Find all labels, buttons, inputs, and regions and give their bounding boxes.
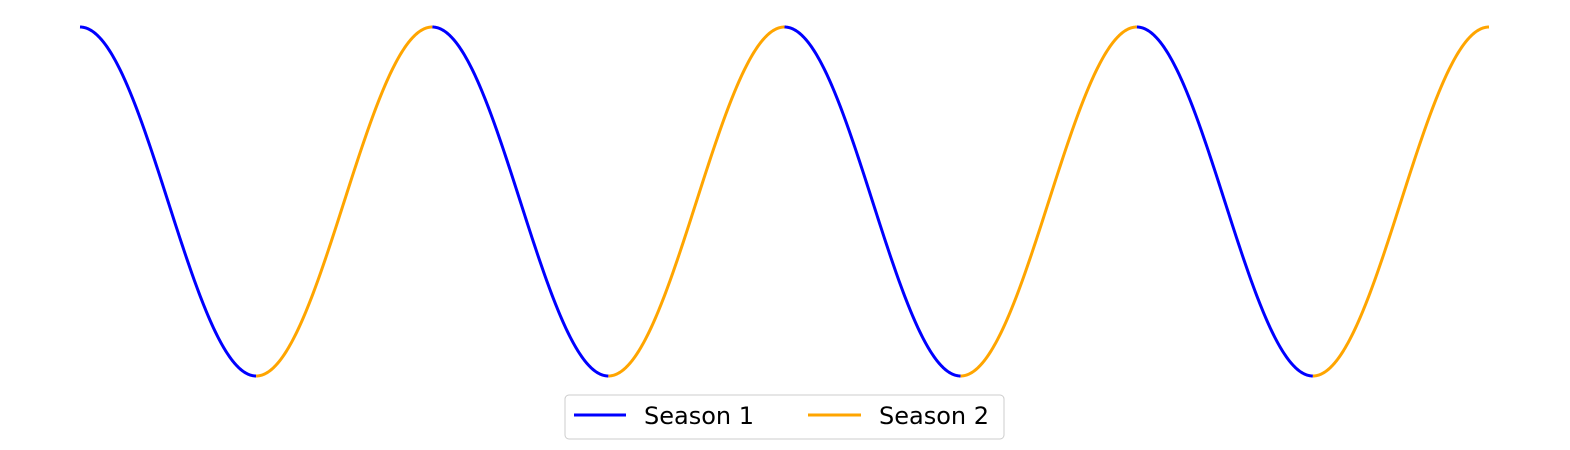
series-2-segment-4	[1312, 25, 1490, 378]
legend: Season 1 Season 2	[564, 394, 1005, 440]
series-2-segment-2	[608, 25, 785, 378]
plot-area	[79, 25, 1490, 378]
legend-label-season-1: Season 1	[644, 402, 754, 430]
series-1-segment-3	[784, 25, 961, 378]
series-1-segment-1	[79, 25, 257, 378]
series-1-segment-2	[432, 25, 609, 378]
legend-frame	[564, 394, 1005, 440]
series-2-segment-3	[960, 25, 1137, 378]
series-1-segment-4	[1136, 25, 1313, 378]
series-2-segment-1	[256, 25, 433, 378]
legend-label-season-2: Season 2	[879, 402, 989, 430]
